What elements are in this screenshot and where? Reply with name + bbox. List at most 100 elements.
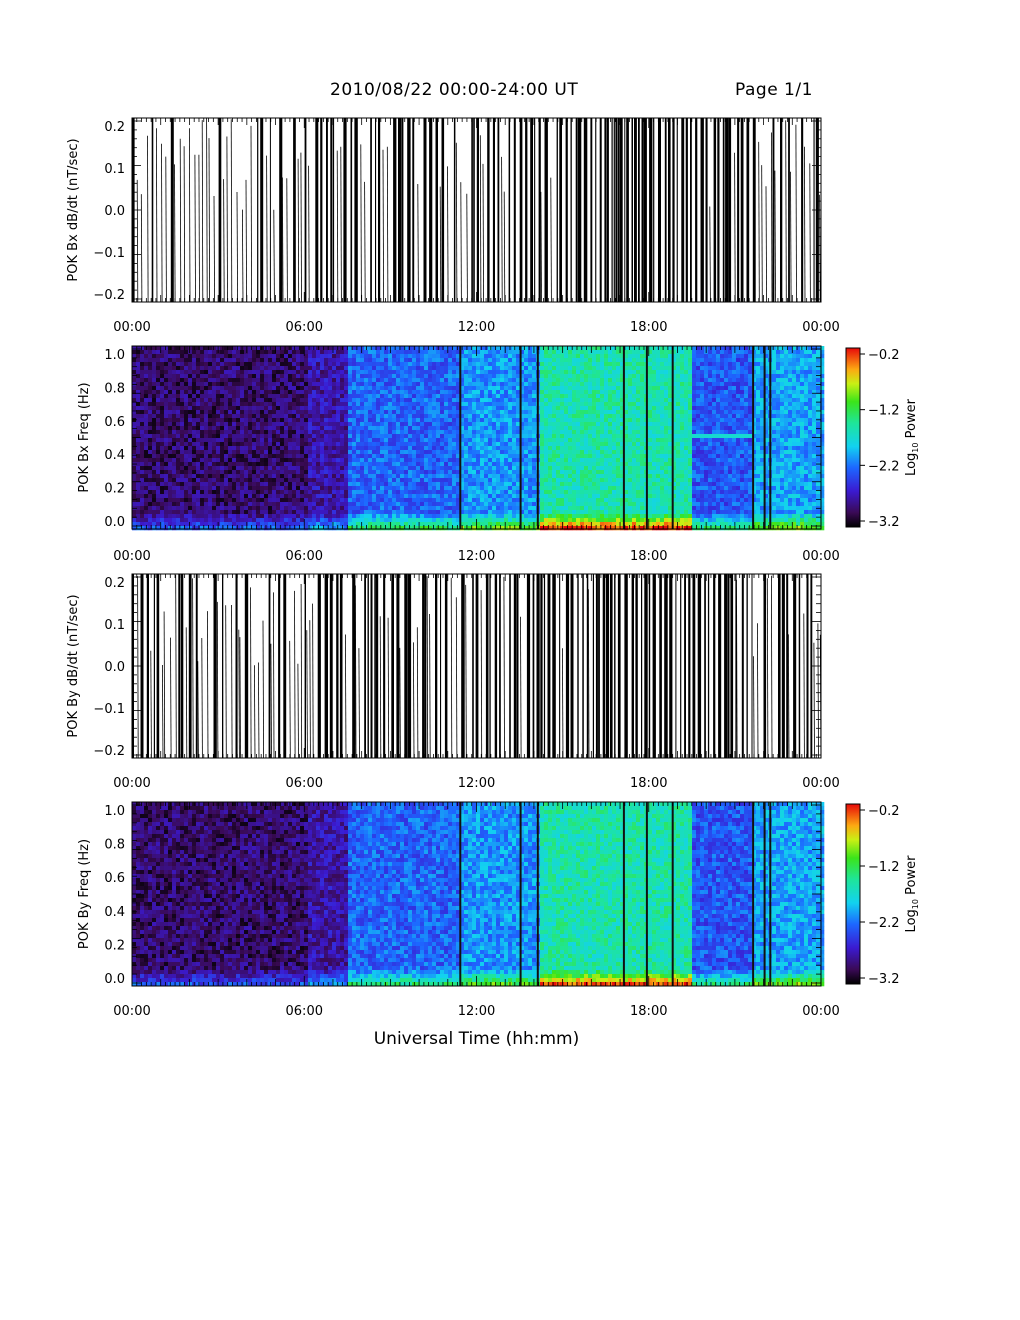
spectrogram-cell xyxy=(492,506,497,511)
spectrogram-cell xyxy=(368,502,373,507)
spectrogram-cell xyxy=(232,470,237,475)
spectrogram-cell xyxy=(428,366,433,371)
spectrogram-cell xyxy=(452,398,457,403)
spectrogram-cell xyxy=(148,442,153,447)
spectrogram-cell xyxy=(308,402,313,407)
spectrogram-cell xyxy=(204,434,209,439)
spectrogram-cell xyxy=(188,378,193,383)
spectrogram-cell xyxy=(384,402,389,407)
spectrogram-cell xyxy=(404,418,409,423)
spectrogram-cell xyxy=(424,358,429,363)
spectrogram-cell xyxy=(280,514,285,519)
spectrogram-cell xyxy=(292,434,297,439)
spectrogram-cell xyxy=(164,402,169,407)
spectrogram-cell xyxy=(372,466,377,471)
spectrogram-cell xyxy=(520,450,525,455)
spectrogram-cell xyxy=(376,402,381,407)
spectrogram-cell xyxy=(388,518,393,523)
spectrogram-cell xyxy=(200,410,205,415)
spectrogram-cell xyxy=(516,418,521,423)
spectrogram-cell xyxy=(160,522,165,527)
spectrogram-cell xyxy=(516,374,521,379)
y-tick-label: −0.1 xyxy=(93,246,125,261)
spectrogram-cell xyxy=(212,422,217,427)
spectrogram-cell xyxy=(368,422,373,427)
spectrogram-cell xyxy=(296,518,301,523)
spectrogram-cell xyxy=(480,422,485,427)
spectrogram-cell xyxy=(504,454,509,459)
spectrogram-cell xyxy=(248,374,253,379)
spectrogram-cell xyxy=(260,350,265,355)
spectrogram-cell xyxy=(324,494,329,499)
spectrogram-cell xyxy=(284,510,289,515)
spectrogram-cell xyxy=(144,430,149,435)
spectrogram-cell xyxy=(344,430,349,435)
spectrogram-cell xyxy=(460,406,465,411)
spectrogram-cell xyxy=(176,510,181,515)
spectrogram-cell xyxy=(176,506,181,511)
spectrogram-cell xyxy=(300,522,305,527)
spectrogram-cell xyxy=(264,482,269,487)
spectrogram-cell xyxy=(500,454,505,459)
spectrogram-cell xyxy=(224,378,229,383)
spectrogram-cell xyxy=(360,374,365,379)
spectrogram-cell xyxy=(452,402,457,407)
spectrogram-cell xyxy=(196,494,201,499)
spectrogram-cell xyxy=(488,490,493,495)
spectrogram-cell xyxy=(240,430,245,435)
spectrogram-cell xyxy=(208,426,213,431)
spectrogram-cell xyxy=(384,442,389,447)
spectrogram-cell xyxy=(156,454,161,459)
spectrogram-cell xyxy=(452,350,457,355)
spectrogram-cell xyxy=(516,398,521,403)
spectrogram-cell xyxy=(324,378,329,383)
spectrogram-cell xyxy=(308,450,313,455)
spectrogram-cell xyxy=(368,426,373,431)
spectrogram-cell xyxy=(460,486,465,491)
spectrogram-cell xyxy=(340,414,345,419)
spectrogram-cell xyxy=(256,366,261,371)
spectrogram-cell xyxy=(264,522,269,527)
spectrogram-cell xyxy=(320,470,325,475)
spectrogram-cell xyxy=(300,362,305,367)
spectrogram-cell xyxy=(384,386,389,391)
spectrogram-cell xyxy=(192,366,197,371)
spectrogram-cell xyxy=(412,502,417,507)
spectrogram-cell xyxy=(460,394,465,399)
spectrogram-cell xyxy=(164,414,169,419)
spectrogram-cell xyxy=(184,506,189,511)
spectrogram-cell xyxy=(148,494,153,499)
spectrogram-cell xyxy=(136,442,141,447)
spectrogram-cell xyxy=(176,402,181,407)
spectrogram-cell xyxy=(144,418,149,423)
spectrogram-cell xyxy=(144,354,149,359)
spectrogram-cell xyxy=(152,386,157,391)
spectrogram-cell xyxy=(348,362,353,367)
spectrogram-cell xyxy=(168,350,173,355)
spectrogram-cell xyxy=(188,382,193,387)
spectrogram-cell xyxy=(360,478,365,483)
spectrogram-cell xyxy=(184,350,189,355)
spectrogram-cell xyxy=(500,394,505,399)
trace-stroke xyxy=(320,118,323,302)
spectrogram-cell xyxy=(256,386,261,391)
spectrogram-cell xyxy=(436,374,441,379)
spectrogram-cell xyxy=(372,378,377,383)
spectrogram-cell xyxy=(292,462,297,467)
spectrogram-cell xyxy=(272,438,277,443)
spectrogram-cell xyxy=(300,398,305,403)
spectrogram-cell xyxy=(456,462,461,467)
spectrogram-cell xyxy=(188,390,193,395)
spectrogram-cell xyxy=(384,394,389,399)
spectrogram-cell xyxy=(192,402,197,407)
spectrogram-cell xyxy=(464,454,469,459)
spectrogram-cell xyxy=(416,398,421,403)
spectrogram-cell xyxy=(464,418,469,423)
spectrogram-cell xyxy=(488,394,493,399)
spectrogram-cell xyxy=(288,378,293,383)
spectrogram-cell xyxy=(332,478,337,483)
spectrogram-cell xyxy=(156,390,161,395)
spectrogram-cell xyxy=(424,390,429,395)
spectrogram-cell xyxy=(172,522,177,527)
spectrogram-cell xyxy=(492,518,497,523)
